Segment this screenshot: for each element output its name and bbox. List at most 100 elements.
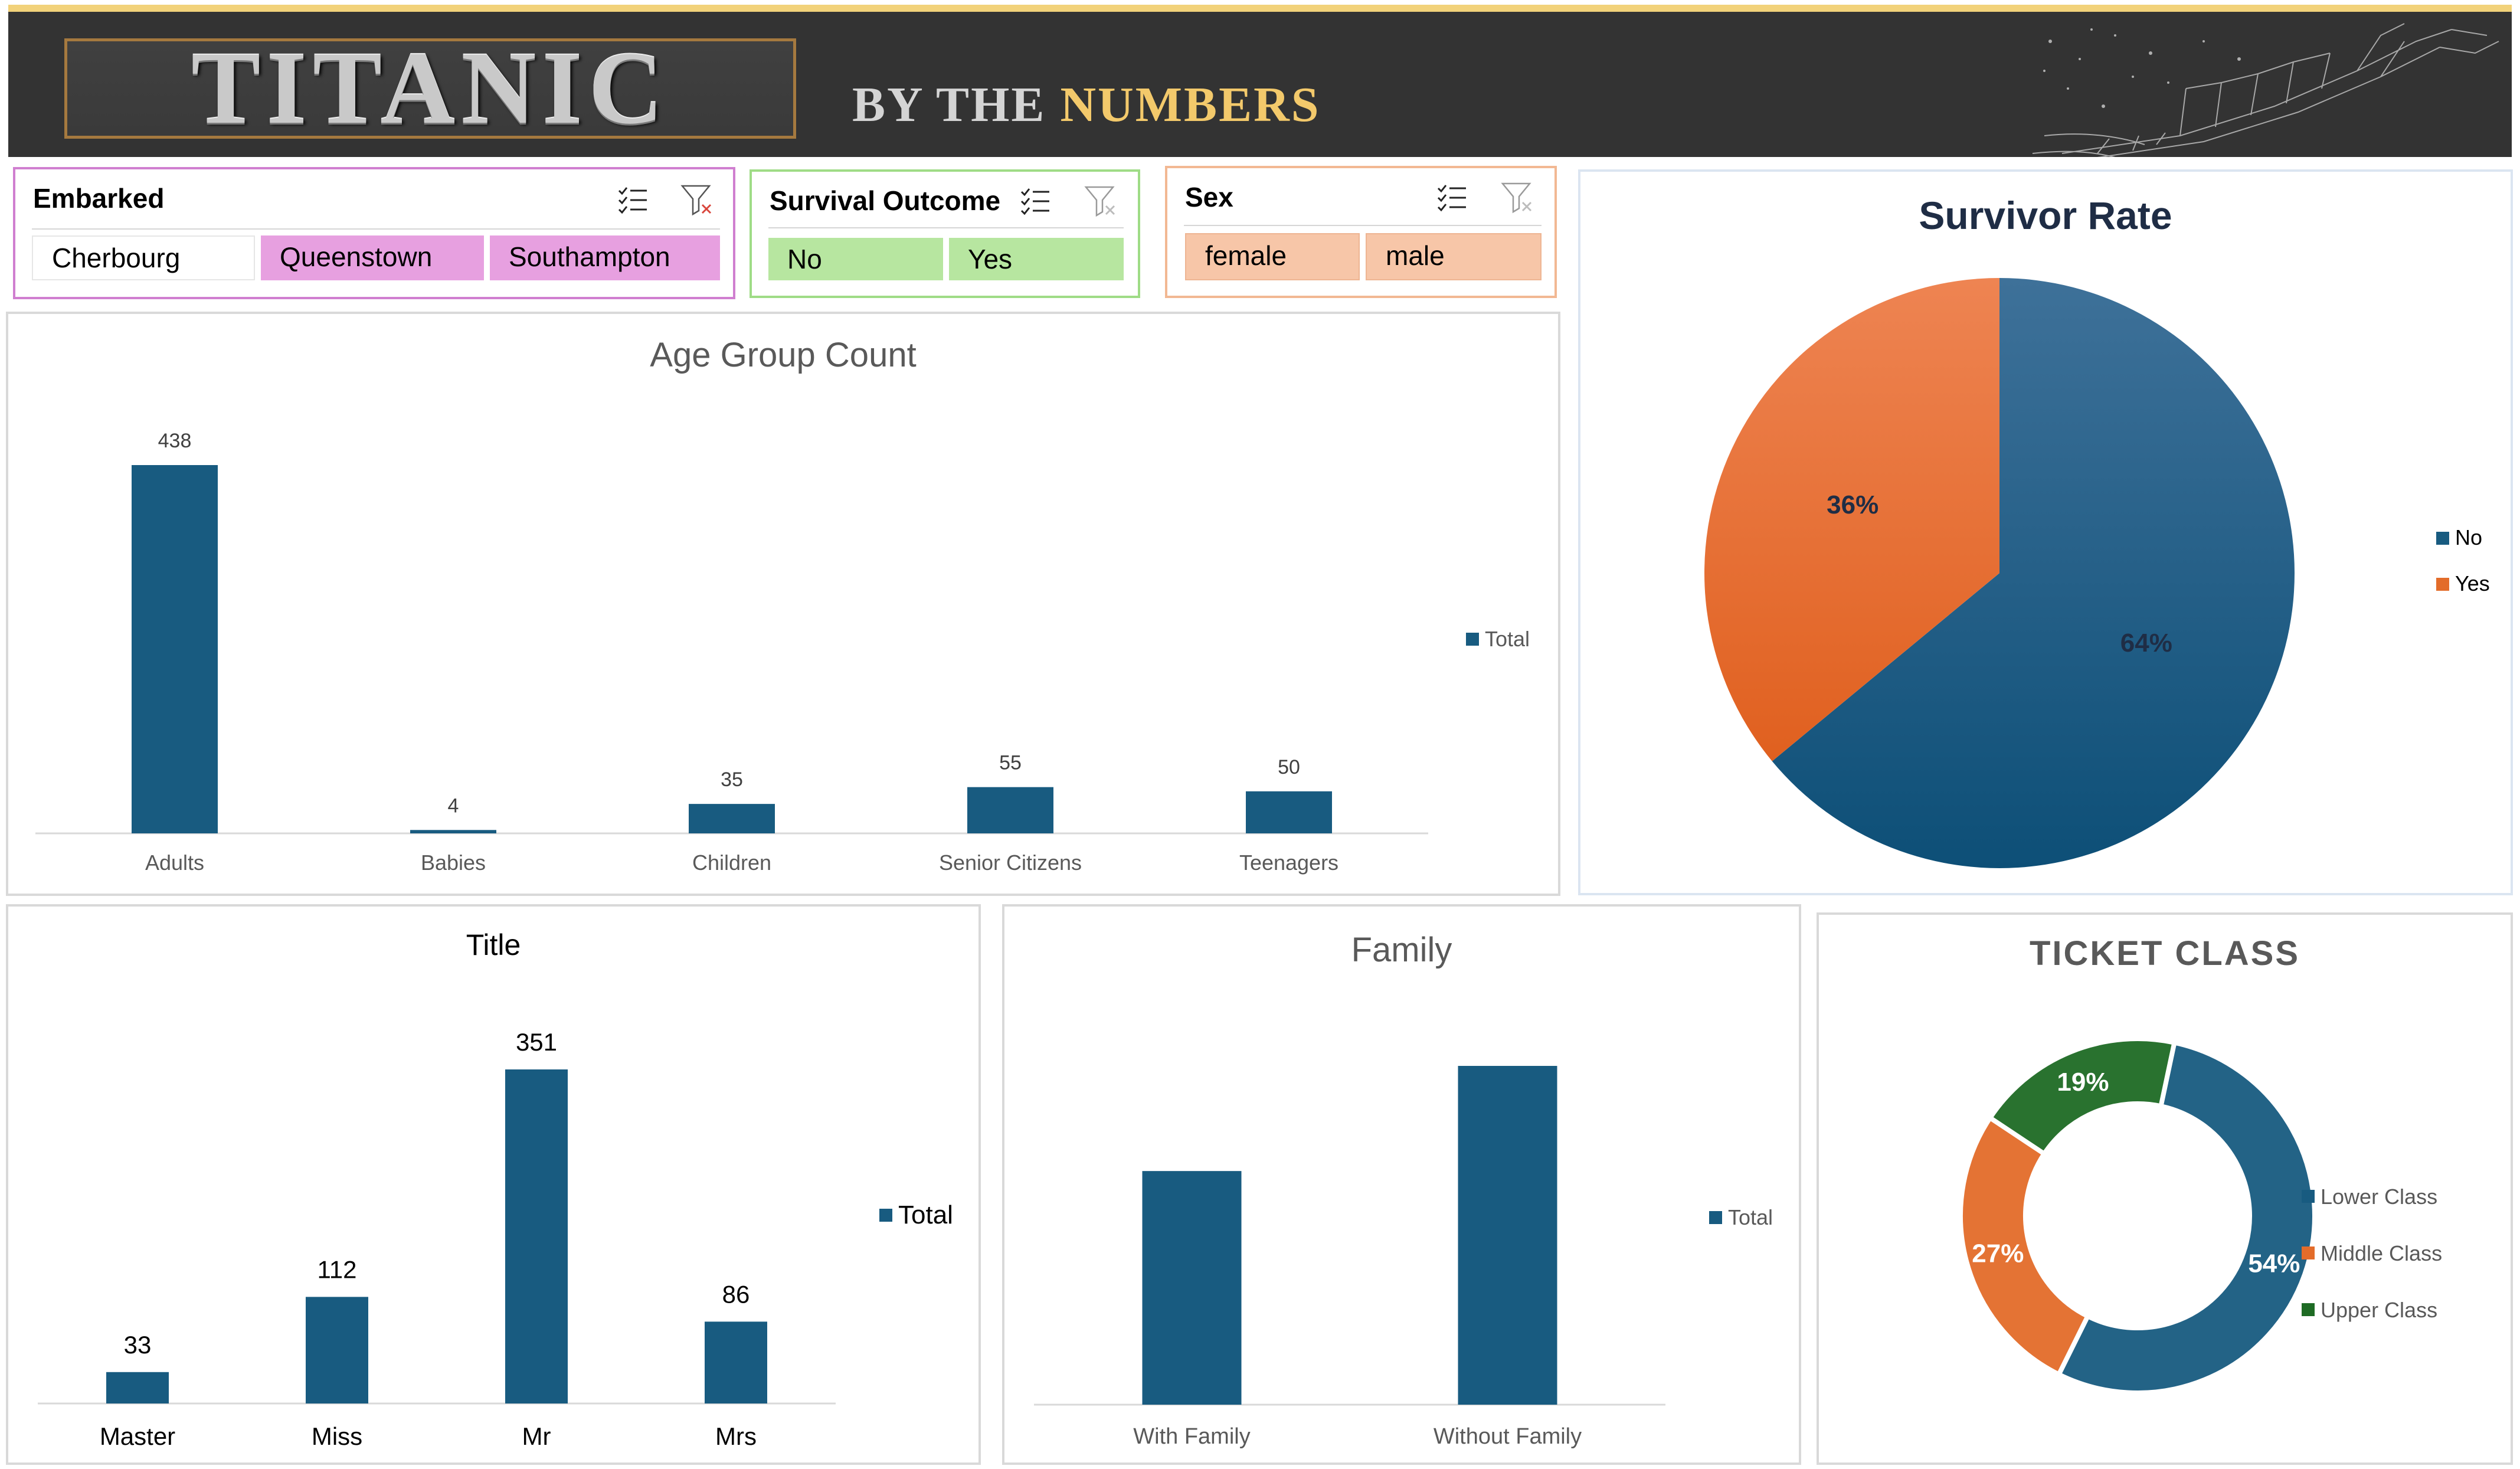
data-label: 50 — [1278, 756, 1300, 778]
family-bar-chart: With Family Without Family — [1034, 1066, 1665, 1449]
chart-title: TICKET CLASS — [2029, 934, 2300, 973]
chart-title: Survivor Rate — [1919, 194, 2172, 237]
legend-swatch — [2302, 1246, 2315, 1259]
category-label: Master — [100, 1422, 175, 1450]
bar-master — [106, 1372, 169, 1403]
chart-legend: Total — [1466, 627, 1530, 652]
donut-slice-upper-class — [1986, 1036, 2178, 1157]
age-group-bar-chart: 438 Adults 4 Babies 35 Children 55 Senior Citiz… — [35, 430, 1428, 875]
legend-label: Total — [1485, 627, 1530, 651]
bar-teenagers — [1246, 791, 1332, 833]
chart-legend: Total — [879, 1200, 953, 1230]
category-label: Senior Citizens — [939, 850, 1082, 875]
age-group-chart-panel: Age Group Count 438 Adults 4 Babies 35 Childr… — [6, 312, 1560, 896]
sex-slicer-title: Sex — [1185, 182, 1233, 212]
clear-filter-icon[interactable] — [680, 182, 714, 217]
data-label: 55 — [999, 752, 1022, 774]
survival-slicer-title: Survival Outcome — [770, 185, 1001, 216]
legend-swatch — [1709, 1211, 1722, 1224]
legend-swatch — [2302, 1190, 2315, 1203]
category-label: Mrs — [715, 1422, 757, 1450]
title-chart-panel: Title 33 Master 112 Miss 351 Mr 86 Mrs Total — [6, 904, 981, 1465]
sinking-ship-illustration — [2032, 23, 2499, 157]
legend-swatch — [1466, 633, 1479, 646]
bar-children — [689, 804, 775, 833]
bar-miss — [306, 1297, 368, 1403]
bar-with-family — [1142, 1171, 1242, 1405]
category-label: Teenagers — [1239, 850, 1338, 875]
data-label: 64% — [2120, 629, 2172, 657]
survivor-rate-chart-panel: Survivor Rate 64% 36% No Yes — [1578, 169, 2513, 895]
bar-mr — [505, 1069, 568, 1403]
slicer-item-yes[interactable]: Yes — [949, 238, 1124, 280]
bar-adults — [132, 465, 218, 833]
legend-label: Total — [898, 1200, 953, 1229]
multi-select-icon[interactable] — [1019, 184, 1053, 218]
data-label: 33 — [124, 1331, 152, 1359]
donut-slice-lower-class — [2056, 1039, 2317, 1395]
family-chart-panel: Family With Family Without Family Total — [1002, 904, 1801, 1465]
legend-label: Upper Class — [2321, 1298, 2437, 1322]
multi-select-icon[interactable] — [1435, 180, 1470, 214]
data-label: 438 — [158, 430, 192, 452]
data-label: 27% — [1972, 1239, 2024, 1268]
data-label: 36% — [1827, 490, 1878, 519]
category-label: With Family — [1133, 1424, 1250, 1449]
pie-slice-no — [1772, 278, 2295, 868]
tagline: BY THE NUMBERS — [852, 76, 1321, 135]
donut-slice-middle-class — [1958, 1114, 2091, 1378]
legend-label: Middle Class — [2321, 1241, 2442, 1265]
chart-title: Family — [1351, 931, 1452, 969]
slicer-item-cherbourg[interactable]: Cherbourg — [32, 235, 255, 280]
legend-label: Yes — [2455, 571, 2490, 596]
titanic-logo: TITANIC — [64, 37, 796, 140]
slicer-item-southampton[interactable]: Southampton — [490, 235, 720, 280]
legend-swatch — [2436, 532, 2449, 545]
slicer-item-no[interactable]: No — [768, 238, 943, 280]
chart-title: Title — [466, 928, 521, 961]
slicer-item-female[interactable]: female — [1185, 233, 1360, 280]
bar-senior-citizens — [967, 787, 1053, 833]
legend-label: Total — [1728, 1205, 1773, 1229]
category-label: Miss — [312, 1422, 362, 1450]
data-label: 86 — [722, 1280, 750, 1308]
data-label: 351 — [516, 1028, 557, 1056]
slicer-item-queenstown[interactable]: Queenstown — [261, 235, 484, 280]
bar-without-family — [1458, 1066, 1557, 1405]
legend-label: No — [2455, 525, 2482, 549]
clear-filter-icon[interactable] — [1500, 180, 1534, 214]
ticket-class-chart-panel: TICKET CLASS 54% 27% 19% Lower Class Middle … — [1817, 912, 2513, 1465]
category-label: Without Family — [1434, 1424, 1582, 1449]
data-label: 4 — [448, 794, 459, 817]
slicer-divider — [1184, 225, 1542, 226]
header-banner: TITANIC BY THE NUMBERS — [8, 5, 2512, 157]
data-label: 54% — [2248, 1249, 2300, 1278]
title-bar-chart: 33 Master 112 Miss 351 Mr 86 Mrs — [38, 1028, 836, 1450]
data-label: 35 — [721, 768, 743, 791]
category-label: Adults — [145, 850, 204, 875]
ticket-class-donut-chart: 54% 27% 19% Lower Class Middle Class Upper Cl… — [1958, 1036, 2442, 1395]
survival-outcome-slicer: Survival Outcome No Yes — [750, 169, 1140, 298]
legend-swatch — [879, 1209, 892, 1222]
pie-slice-yes — [1704, 278, 1999, 761]
category-label: Babies — [421, 850, 486, 875]
tagline-by: BY THE — [852, 77, 1046, 132]
tagline-numbers: NUMBERS — [1060, 77, 1321, 132]
sex-slicer: Sex female male — [1165, 166, 1557, 298]
embarked-slicer-title: Embarked — [33, 183, 165, 214]
legend-swatch — [2436, 578, 2449, 591]
clear-filter-icon[interactable] — [1084, 184, 1118, 218]
slicer-divider — [768, 227, 1124, 228]
survivor-rate-pie-chart: 64% 36% No Yes — [1704, 278, 2490, 868]
slicer-item-male[interactable]: male — [1366, 233, 1542, 280]
legend-label: Lower Class — [2321, 1185, 2437, 1209]
chart-legend: Total — [1709, 1205, 1773, 1230]
data-label: 19% — [2057, 1068, 2109, 1097]
category-label: Children — [692, 850, 771, 875]
chart-title: Age Group Count — [650, 336, 917, 374]
slicer-divider — [32, 228, 720, 230]
multi-select-icon[interactable] — [616, 182, 650, 217]
category-label: Mr — [522, 1422, 551, 1450]
legend-swatch — [2302, 1303, 2315, 1316]
data-label: 112 — [318, 1255, 357, 1283]
